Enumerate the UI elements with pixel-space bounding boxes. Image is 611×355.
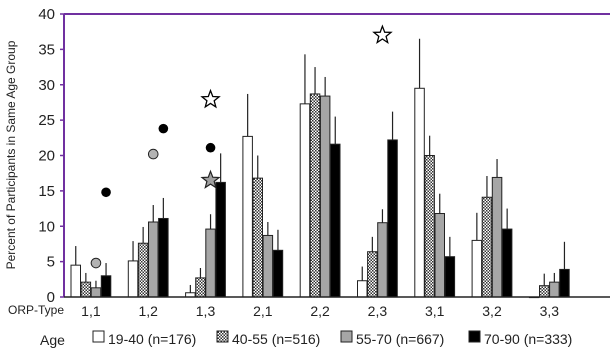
error-bars: [75, 38, 566, 293]
y-axis: 0 5 10 15 20 25 30 35 40: [38, 6, 610, 306]
legend-label-3: 55-70 (n=667): [356, 331, 444, 347]
significance-dot-black: [101, 187, 111, 198]
x-tick-label: 3,3: [540, 303, 560, 319]
bar-1-2-series-2: [137, 242, 149, 298]
bar-3-1-series-4: [444, 256, 456, 298]
bar-1-1-series-4: [100, 275, 112, 298]
legend-swatch-2: [216, 330, 229, 343]
y-tick-label: 15: [38, 183, 55, 200]
legend-swatch-4: [468, 330, 481, 343]
bar-3-2-series-2: [481, 196, 493, 298]
significance-dot-gray: [90, 257, 102, 269]
y-tick-label: 10: [38, 218, 55, 235]
bar-2-3-series-2: [367, 251, 378, 298]
significance-star-white: [200, 88, 221, 109]
bar-3-3-series-3: [549, 281, 560, 298]
bar-2-3-series-1: [357, 280, 368, 298]
y-axis-label: Percent of Participants in Same Age Grou…: [4, 40, 18, 269]
bar-2-1-series-4: [272, 249, 284, 298]
bar-3-2-series-3: [491, 176, 503, 298]
bar-2-2-series-2: [309, 93, 321, 298]
bar-1-2-series-3: [148, 221, 159, 298]
y-tick-label: 40: [38, 6, 55, 23]
x-axis-label: ORP-Type: [8, 303, 64, 317]
x-tick-label: 1,3: [196, 303, 216, 319]
bar-3-3-series-4: [559, 268, 570, 298]
bar-2-1-series-2: [252, 177, 263, 298]
significance-dot-black: [158, 123, 169, 134]
y-tick-label: 0: [47, 289, 55, 306]
bar-3-2-series-1: [471, 239, 483, 298]
bar-2-2-series-3: [319, 95, 331, 298]
bar-2-2-series-1: [299, 103, 311, 298]
legend: Age 19-40 (n=176) 40-55 (n=516) 55-70 (n=6…: [40, 330, 572, 348]
y-tick-label: 30: [38, 77, 55, 94]
x-tick-label: 1,2: [138, 303, 158, 319]
bar-2-2-series-4: [330, 143, 341, 298]
bar-3-3-series-2: [539, 285, 550, 298]
x-tick-label: 3,1: [425, 303, 445, 319]
x-tick-label: 2,2: [310, 303, 330, 319]
bar-1-1-series-1: [70, 264, 81, 298]
y-tick-label: 5: [47, 254, 55, 271]
legend-title: Age: [40, 332, 65, 348]
legend-swatch-1: [92, 330, 105, 343]
legend-label-4: 70-90 (n=333): [484, 331, 572, 347]
significance-dot-gray: [147, 148, 159, 160]
y-tick-label: 25: [38, 112, 55, 129]
bar-3-1-series-3: [434, 213, 445, 298]
bar-3-1-series-2: [424, 155, 435, 298]
legend-label-1: 19-40 (n=176): [108, 331, 196, 347]
bar-1-1-series-2: [80, 281, 92, 298]
bar-2-3-series-4: [387, 139, 398, 298]
legend-label-2: 40-55 (n=516): [232, 331, 320, 347]
significance-star-white: [372, 24, 393, 45]
bar-1-3-series-3: [205, 228, 216, 298]
bars: [70, 87, 570, 299]
x-tick-label: 3,2: [482, 303, 502, 319]
bar-3-1-series-1: [414, 87, 425, 298]
y-tick-label: 20: [38, 148, 55, 165]
bar-2-1-series-1: [242, 135, 253, 298]
x-tick-label: 1,1: [81, 303, 101, 319]
bar-1-1-series-3: [90, 287, 102, 298]
x-tick-label: 2,1: [253, 303, 273, 319]
significance-dot-black: [205, 142, 216, 153]
x-axis: 1,1 1,2 1,3 2,1 2,2 2,3 3,1 3,2 3,3: [64, 296, 610, 319]
x-tick-label: 2,3: [368, 303, 388, 319]
bar-1-3-series-4: [215, 181, 226, 298]
significance-star-gray: [200, 169, 221, 189]
bar-3-2-series-4: [501, 228, 513, 298]
bar-1-3-series-2: [195, 277, 206, 298]
bar-1-2-series-1: [127, 260, 139, 298]
bar-2-3-series-3: [377, 222, 388, 298]
significance-markers: [90, 24, 393, 269]
bar-2-1-series-3: [262, 234, 274, 298]
bar-1-2-series-4: [158, 217, 169, 298]
y-tick-label: 35: [38, 41, 55, 58]
legend-swatch-3: [340, 330, 353, 343]
